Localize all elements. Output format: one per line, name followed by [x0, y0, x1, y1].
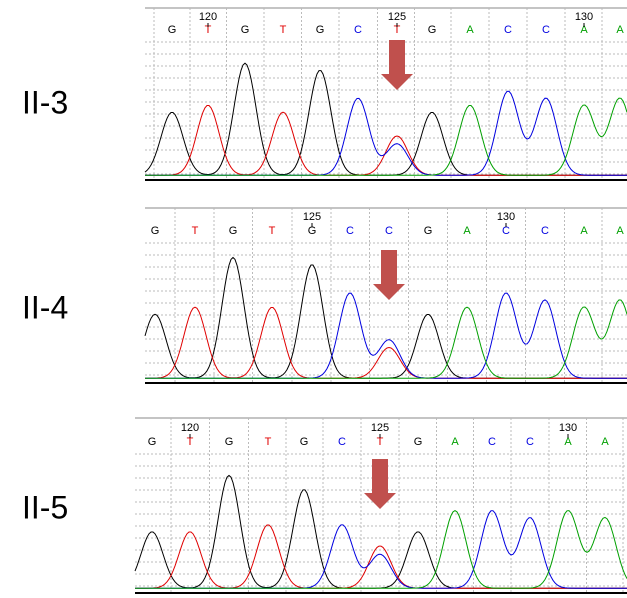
- base-call: G: [428, 24, 437, 36]
- position-number: 125: [371, 422, 389, 434]
- trace: [145, 307, 627, 378]
- base-call: A: [451, 436, 459, 448]
- base-call: G: [168, 24, 177, 36]
- position-number: 120: [181, 422, 199, 434]
- base-call: A: [466, 24, 474, 36]
- base-call: G: [424, 225, 433, 237]
- base-call: G: [151, 225, 160, 237]
- base-call: C: [338, 436, 346, 448]
- base-call: C: [346, 225, 354, 237]
- base-call: A: [616, 225, 624, 237]
- base-call: C: [542, 24, 550, 36]
- base-call: T: [265, 436, 272, 448]
- base-call: T: [192, 225, 199, 237]
- position-number: 125: [303, 211, 321, 223]
- base-call: G: [241, 24, 250, 36]
- mutation-arrow: [373, 250, 405, 300]
- position-number: 125: [388, 11, 406, 23]
- sample-label: II-3: [22, 84, 68, 120]
- trace: [145, 91, 627, 175]
- sample-label: II-5: [22, 489, 68, 525]
- trace: [145, 106, 627, 176]
- base-call: C: [354, 24, 362, 36]
- base-call: G: [316, 24, 325, 36]
- base-call: G: [225, 436, 234, 448]
- base-call: C: [488, 436, 496, 448]
- base-call: A: [580, 225, 588, 237]
- base-call: C: [541, 225, 549, 237]
- base-call: C: [526, 436, 534, 448]
- position-number: 130: [497, 211, 515, 223]
- base-call: T: [280, 24, 287, 36]
- base-call: G: [300, 436, 309, 448]
- trace: [135, 511, 627, 589]
- position-number: 130: [559, 422, 577, 434]
- base-call: C: [385, 225, 393, 237]
- mutation-arrow: [381, 40, 413, 90]
- base-call: T: [269, 225, 276, 237]
- position-number: 130: [575, 11, 593, 23]
- base-call: G: [414, 436, 423, 448]
- base-call: G: [148, 436, 157, 448]
- base-call: G: [229, 225, 238, 237]
- trace: [145, 98, 627, 175]
- base-call: C: [504, 24, 512, 36]
- figure: GTGTGCTGACCAA120125130II-3GTGTGCCGACCAA1…: [0, 0, 627, 598]
- base-call: A: [616, 24, 624, 36]
- base-call: A: [463, 225, 471, 237]
- base-call: A: [601, 436, 609, 448]
- trace: [135, 511, 627, 589]
- position-number: 120: [199, 11, 217, 23]
- sample-label: II-4: [22, 289, 68, 325]
